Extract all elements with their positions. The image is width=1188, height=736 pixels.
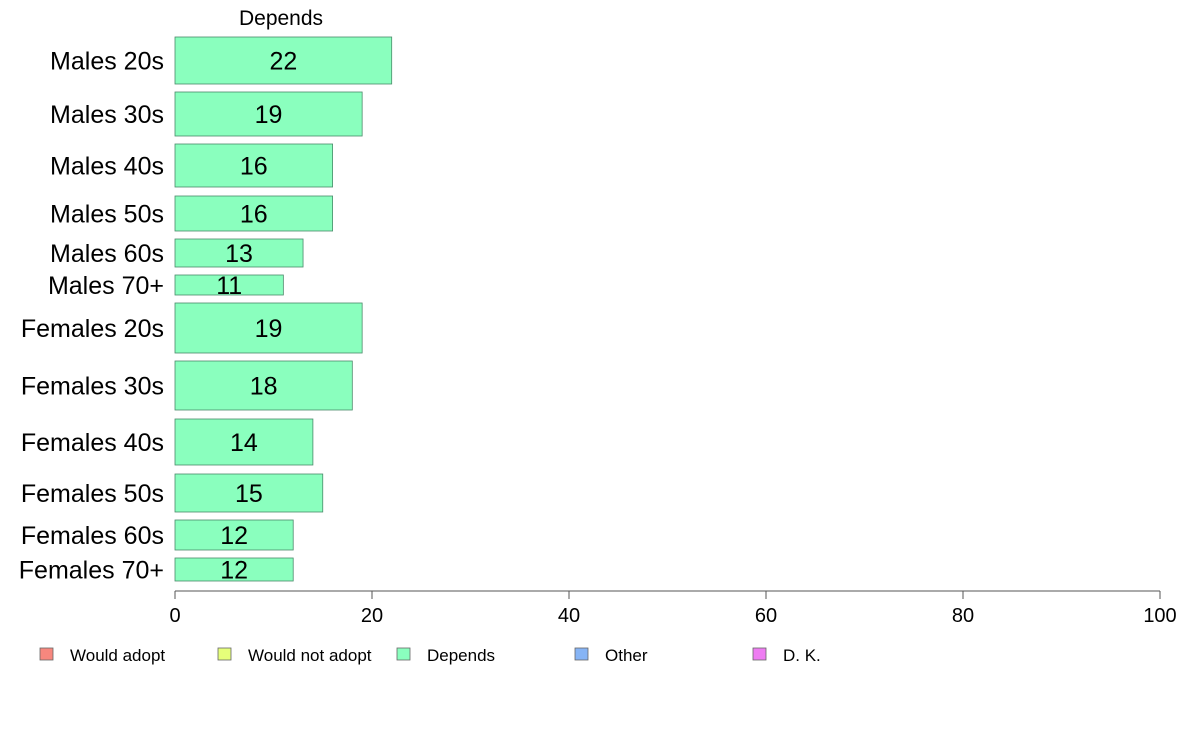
category-label: Females 20s bbox=[21, 315, 164, 343]
data-label: 15 bbox=[235, 480, 263, 508]
data-label: 22 bbox=[269, 48, 297, 76]
data-label: 12 bbox=[220, 557, 248, 585]
category-label: Females 40s bbox=[21, 429, 164, 457]
x-tick-label: 0 bbox=[169, 605, 180, 627]
bar bbox=[174, 418, 314, 466]
legend-label: Other bbox=[605, 646, 648, 665]
x-tick-label: 80 bbox=[952, 605, 974, 627]
x-tick-label: 100 bbox=[1143, 605, 1176, 627]
bar bbox=[174, 238, 304, 268]
legend-swatch bbox=[39, 647, 54, 661]
chart-title: Depends bbox=[239, 7, 323, 30]
category-label: Females 50s bbox=[21, 480, 164, 508]
data-label: 11 bbox=[216, 272, 242, 300]
data-label: 19 bbox=[255, 315, 283, 343]
x-tick-label: 20 bbox=[361, 605, 383, 627]
legend-label: D. K. bbox=[783, 646, 821, 665]
bar bbox=[174, 519, 294, 551]
category-label: Females 70+ bbox=[19, 557, 164, 585]
category-label: Males 20s bbox=[50, 48, 164, 76]
legend-label: Would not adopt bbox=[248, 646, 372, 665]
legend-swatch bbox=[574, 647, 589, 661]
x-tick-label: 40 bbox=[558, 605, 580, 627]
bar bbox=[174, 143, 334, 188]
legend-label: Depends bbox=[427, 646, 495, 665]
bar bbox=[174, 195, 334, 232]
x-tick-label: 60 bbox=[755, 605, 777, 627]
bar bbox=[174, 302, 363, 354]
data-label: 16 bbox=[240, 201, 268, 229]
bar bbox=[174, 36, 393, 85]
bar bbox=[174, 274, 284, 296]
data-label: 12 bbox=[220, 522, 248, 550]
category-label: Females 60s bbox=[21, 522, 164, 550]
bar bbox=[174, 91, 363, 137]
legend-swatch bbox=[396, 647, 411, 661]
category-label: Males 50s bbox=[50, 201, 164, 229]
legend-label: Would adopt bbox=[70, 646, 165, 665]
bar bbox=[174, 473, 324, 513]
category-label: Females 30s bbox=[21, 373, 164, 401]
category-label: Males 40s bbox=[50, 153, 164, 181]
data-label: 19 bbox=[255, 101, 283, 129]
bar bbox=[174, 557, 294, 582]
legend: Would adopt Would not adopt Depends Other D.… bbox=[39, 646, 821, 665]
legend-swatch bbox=[752, 647, 767, 661]
category-label: Males 60s bbox=[50, 240, 164, 268]
data-label: 14 bbox=[230, 429, 258, 457]
data-label: 18 bbox=[250, 373, 278, 401]
category-label: Males 70+ bbox=[48, 272, 164, 300]
legend-swatch bbox=[217, 647, 232, 661]
data-label: 13 bbox=[225, 240, 253, 268]
category-label: Males 30s bbox=[50, 101, 164, 129]
data-label: 16 bbox=[240, 153, 268, 181]
bar bbox=[174, 360, 353, 411]
